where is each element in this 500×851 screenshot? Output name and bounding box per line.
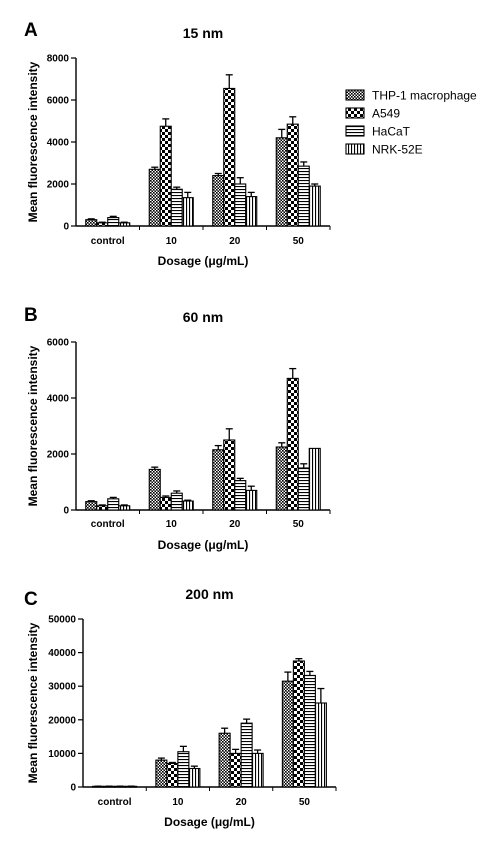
legend-swatch-3 bbox=[345, 125, 365, 137]
bar-a-10-2 bbox=[159, 125, 172, 227]
chart-panel-a: A 15 nm 0 2000 4000 6000 8000 Mean fluorescence… bbox=[24, 20, 331, 268]
bar-b-20-3 bbox=[234, 480, 247, 511]
bar-a-20-3 bbox=[234, 183, 247, 227]
y-tick-label: 6000 bbox=[47, 338, 70, 349]
bar-b-control-2 bbox=[96, 505, 109, 511]
bar-a-20-1 bbox=[212, 175, 225, 227]
chart-panel-c: C 200 nm 0 10000 20000 30000 40000 50000 Mean fl… bbox=[24, 586, 337, 829]
y-tick-label: 20000 bbox=[48, 715, 76, 726]
y-axis-label: Mean fluorescence intensity bbox=[26, 61, 40, 222]
y-tick-label: 8000 bbox=[47, 54, 70, 65]
bar-c-20-3 bbox=[240, 722, 253, 788]
y-tick-label: 0 bbox=[63, 506, 69, 517]
y-tick-label: 4000 bbox=[47, 138, 70, 149]
y-tick-label: 0 bbox=[70, 783, 76, 794]
bar-c-20-2 bbox=[229, 752, 242, 788]
bar-a-control-4 bbox=[118, 222, 131, 227]
x-axis-label: Dosage (μg/mL) bbox=[164, 815, 255, 829]
x-tick-label: 20 bbox=[236, 797, 248, 808]
bar-b-control-1 bbox=[85, 501, 98, 511]
x-tick-label: 50 bbox=[293, 519, 305, 530]
chart-panel-b: B 60 nm 0 2000 4000 6000 Mean fluorescence int… bbox=[24, 305, 331, 552]
bar-b-50-2 bbox=[286, 377, 299, 511]
bar-c-20-4 bbox=[251, 752, 264, 788]
y-axis-label: Mean fluorescence intensity bbox=[26, 345, 40, 506]
chart-title: 60 nm bbox=[183, 309, 223, 325]
legend-swatch-2 bbox=[345, 107, 365, 119]
chart-title: 200 nm bbox=[185, 586, 233, 602]
x-tick-label: 20 bbox=[229, 519, 241, 530]
bar-c-50-4 bbox=[314, 702, 327, 788]
bar-a-control-2 bbox=[96, 222, 109, 227]
bar-b-10-2 bbox=[159, 496, 172, 511]
bar-c-10-4 bbox=[188, 767, 201, 788]
bar-b-20-1 bbox=[212, 449, 225, 511]
y-tick-label: 40000 bbox=[48, 648, 76, 659]
bar-a-20-4 bbox=[245, 196, 258, 227]
chart-title: 15 nm bbox=[183, 25, 223, 41]
bar-b-50-3 bbox=[297, 467, 310, 511]
bar-c-50-1 bbox=[281, 680, 294, 788]
x-tick-label: 50 bbox=[299, 797, 311, 808]
y-tick-label: 50000 bbox=[48, 615, 76, 626]
y-axis-label: Mean fluorescence intensity bbox=[26, 622, 40, 783]
legend-label-4: NRK-52E bbox=[372, 143, 423, 157]
y-tick-label: 0 bbox=[63, 222, 69, 233]
x-tick-label: 50 bbox=[293, 236, 305, 247]
y-tick-label: 2000 bbox=[47, 180, 70, 191]
bar-a-10-1 bbox=[148, 168, 161, 227]
bar-b-50-4 bbox=[308, 447, 321, 511]
panel-letter: B bbox=[24, 305, 38, 326]
legend-label-1: THP-1 macrophage bbox=[372, 89, 477, 103]
legend-label-2: A549 bbox=[372, 107, 400, 121]
bar-c-20-1 bbox=[218, 732, 231, 788]
y-tick-label: 6000 bbox=[47, 96, 70, 107]
bar-c-50-3 bbox=[303, 674, 316, 788]
bar-c-50-2 bbox=[292, 660, 305, 788]
bar-c-10-2 bbox=[166, 762, 179, 788]
x-axis-label: Dosage (μg/mL) bbox=[158, 538, 249, 552]
bar-b-20-2 bbox=[223, 439, 236, 511]
x-tick-label: 20 bbox=[229, 236, 241, 247]
bar-b-10-1 bbox=[148, 468, 161, 511]
legend-swatch-1 bbox=[345, 89, 365, 101]
legend: THP-1 macrophage A549 HaCaT NRK-52E bbox=[345, 89, 477, 157]
bar-a-50-1 bbox=[275, 137, 288, 227]
legend-label-3: HaCaT bbox=[372, 125, 411, 139]
bar-b-50-1 bbox=[275, 446, 288, 511]
x-axis-label: Dosage (μg/mL) bbox=[158, 254, 249, 268]
bar-a-10-3 bbox=[170, 188, 183, 227]
bar-a-control-1 bbox=[85, 219, 98, 227]
x-tick-label: control bbox=[91, 519, 125, 530]
panel-letter: C bbox=[24, 589, 38, 610]
x-tick-label: 10 bbox=[166, 519, 178, 530]
bar-a-50-2 bbox=[286, 123, 299, 227]
bar-a-50-4 bbox=[308, 185, 321, 227]
legend-swatch-4 bbox=[345, 143, 365, 155]
bar-a-control-3 bbox=[107, 217, 120, 227]
x-tick-label: 10 bbox=[166, 236, 178, 247]
y-tick-label: 10000 bbox=[48, 749, 76, 760]
bar-a-50-3 bbox=[297, 165, 310, 227]
bar-c-10-1 bbox=[155, 759, 168, 788]
bar-a-20-2 bbox=[223, 87, 236, 227]
x-tick-label: control bbox=[98, 797, 132, 808]
y-tick-label: 4000 bbox=[47, 394, 70, 405]
bar-b-20-4 bbox=[245, 489, 258, 511]
bar-b-control-3 bbox=[107, 498, 120, 511]
bar-b-10-3 bbox=[170, 492, 183, 511]
panel-letter: A bbox=[24, 20, 38, 41]
x-tick-label: control bbox=[91, 236, 125, 247]
y-tick-label: 30000 bbox=[48, 682, 76, 693]
x-tick-label: 10 bbox=[172, 797, 184, 808]
bar-b-10-4 bbox=[181, 500, 194, 511]
bar-a-10-4 bbox=[181, 197, 194, 227]
bar-b-control-4 bbox=[118, 505, 131, 511]
y-tick-label: 2000 bbox=[47, 450, 70, 461]
bar-c-10-3 bbox=[177, 751, 190, 788]
